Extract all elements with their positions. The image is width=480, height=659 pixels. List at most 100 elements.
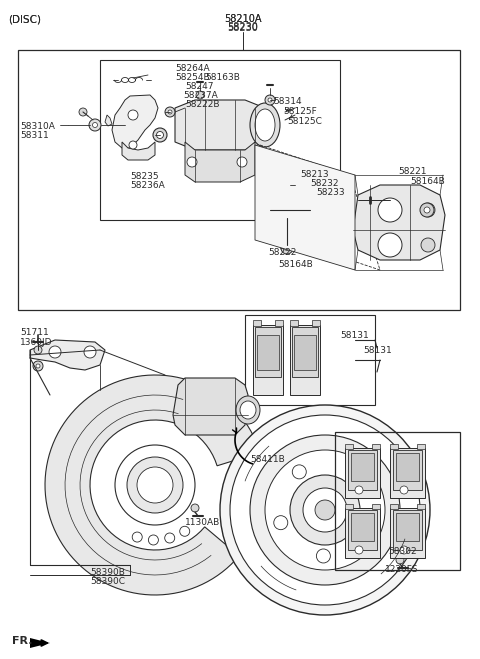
- Circle shape: [308, 208, 312, 212]
- Text: 58233: 58233: [316, 188, 345, 197]
- Circle shape: [84, 346, 96, 358]
- Circle shape: [361, 519, 375, 532]
- Circle shape: [191, 504, 199, 512]
- Text: 58222: 58222: [268, 248, 296, 257]
- Bar: [417, 504, 425, 509]
- Circle shape: [79, 108, 87, 116]
- Polygon shape: [45, 375, 260, 595]
- Bar: [294, 335, 316, 370]
- Circle shape: [115, 445, 195, 525]
- Ellipse shape: [236, 396, 260, 424]
- Circle shape: [315, 500, 335, 520]
- Bar: [18, 50, 460, 310]
- Bar: [393, 450, 422, 490]
- Text: 58411B: 58411B: [250, 455, 285, 464]
- Circle shape: [303, 488, 347, 532]
- Circle shape: [196, 91, 204, 99]
- Bar: [372, 444, 380, 449]
- Ellipse shape: [250, 103, 280, 147]
- Circle shape: [168, 110, 172, 114]
- Bar: [348, 510, 377, 550]
- Bar: [396, 453, 419, 481]
- Ellipse shape: [306, 179, 334, 211]
- Bar: [335, 432, 460, 570]
- Circle shape: [301, 246, 305, 250]
- Circle shape: [316, 549, 330, 563]
- Circle shape: [165, 107, 175, 117]
- Bar: [390, 444, 398, 449]
- Circle shape: [421, 238, 435, 252]
- Bar: [253, 320, 261, 326]
- Text: 58131: 58131: [340, 331, 369, 340]
- Circle shape: [355, 546, 363, 554]
- Bar: [390, 448, 425, 498]
- Text: 1130AB: 1130AB: [185, 518, 220, 527]
- Circle shape: [153, 128, 167, 142]
- Circle shape: [187, 157, 197, 167]
- Circle shape: [268, 98, 272, 102]
- Text: 58390B: 58390B: [90, 568, 125, 577]
- Polygon shape: [353, 185, 445, 260]
- Text: 58254B: 58254B: [175, 73, 210, 82]
- Polygon shape: [173, 378, 248, 435]
- Text: 58390C: 58390C: [90, 577, 125, 586]
- Text: 58314: 58314: [273, 97, 301, 106]
- Circle shape: [420, 203, 434, 217]
- Text: 1360JD: 1360JD: [20, 338, 52, 347]
- Text: 58164B: 58164B: [278, 260, 313, 269]
- Ellipse shape: [240, 401, 256, 419]
- Bar: [290, 320, 298, 326]
- Circle shape: [378, 198, 402, 222]
- Ellipse shape: [278, 175, 302, 205]
- Circle shape: [129, 141, 137, 149]
- Circle shape: [49, 346, 61, 358]
- Text: 58232: 58232: [310, 179, 338, 188]
- Bar: [345, 444, 353, 449]
- Polygon shape: [255, 145, 355, 270]
- Circle shape: [237, 157, 247, 167]
- Text: 58264A: 58264A: [175, 64, 210, 73]
- Bar: [312, 320, 320, 326]
- Text: 58163B: 58163B: [205, 73, 240, 82]
- Bar: [396, 513, 419, 541]
- Circle shape: [148, 535, 158, 545]
- Circle shape: [230, 415, 420, 605]
- Text: 58222B: 58222B: [185, 100, 219, 109]
- Circle shape: [132, 532, 142, 542]
- Circle shape: [400, 486, 408, 494]
- Text: 1220FS: 1220FS: [385, 565, 419, 574]
- Ellipse shape: [255, 109, 275, 141]
- Bar: [351, 513, 374, 541]
- Circle shape: [347, 467, 360, 481]
- Circle shape: [128, 110, 138, 120]
- Bar: [393, 510, 422, 550]
- Bar: [345, 508, 380, 558]
- Text: (DISC): (DISC): [8, 14, 41, 24]
- Text: 58210A: 58210A: [224, 14, 262, 24]
- Bar: [345, 448, 380, 498]
- Polygon shape: [30, 638, 50, 648]
- Circle shape: [274, 516, 288, 530]
- Circle shape: [400, 546, 408, 554]
- Polygon shape: [175, 100, 265, 150]
- Bar: [255, 327, 281, 377]
- Polygon shape: [185, 142, 255, 182]
- Circle shape: [305, 205, 315, 215]
- Polygon shape: [112, 95, 158, 148]
- Polygon shape: [30, 340, 105, 370]
- Text: 58311: 58311: [20, 131, 49, 140]
- Bar: [390, 508, 425, 558]
- Circle shape: [396, 556, 404, 564]
- Text: 58125F: 58125F: [283, 107, 317, 116]
- Circle shape: [378, 233, 402, 257]
- Bar: [372, 504, 380, 509]
- Polygon shape: [105, 115, 112, 126]
- Circle shape: [165, 533, 175, 543]
- Circle shape: [33, 361, 43, 371]
- Circle shape: [250, 435, 400, 585]
- Text: 58213: 58213: [300, 170, 329, 179]
- Circle shape: [156, 132, 164, 138]
- Text: 58221: 58221: [398, 167, 427, 176]
- Text: 58310A: 58310A: [20, 122, 55, 131]
- Bar: [275, 320, 283, 326]
